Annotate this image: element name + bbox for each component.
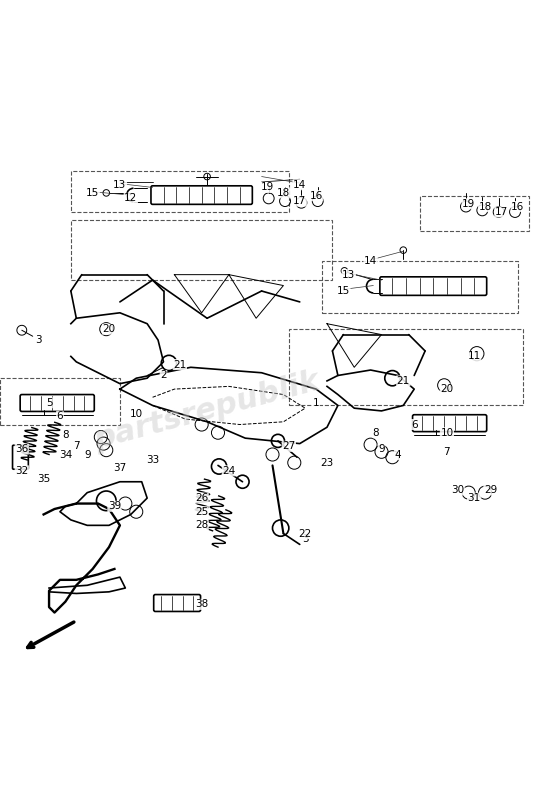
Text: 18: 18 xyxy=(277,188,290,198)
Text: 14: 14 xyxy=(293,180,306,190)
FancyBboxPatch shape xyxy=(380,277,487,295)
Text: 22: 22 xyxy=(299,529,312,538)
Bar xyxy=(71,220,332,280)
Text: 23: 23 xyxy=(320,458,334,468)
Text: 3: 3 xyxy=(35,335,41,345)
Text: 39: 39 xyxy=(108,502,121,511)
Text: 37: 37 xyxy=(113,463,126,473)
Text: 16: 16 xyxy=(511,202,524,211)
Text: 34: 34 xyxy=(59,450,72,459)
Text: 29: 29 xyxy=(484,485,497,495)
FancyBboxPatch shape xyxy=(151,186,252,204)
Text: 13: 13 xyxy=(342,270,355,280)
Text: 17: 17 xyxy=(495,207,508,217)
Text: 9: 9 xyxy=(378,444,385,454)
Text: 15: 15 xyxy=(337,286,350,296)
Text: 16: 16 xyxy=(310,190,323,201)
Text: 26: 26 xyxy=(195,493,208,503)
Text: 33: 33 xyxy=(146,455,159,465)
Text: 18: 18 xyxy=(479,202,492,211)
Text: 10: 10 xyxy=(130,409,143,418)
Text: 2: 2 xyxy=(160,370,167,381)
Text: 9: 9 xyxy=(84,450,90,459)
Text: 15: 15 xyxy=(86,188,99,198)
Text: 8: 8 xyxy=(373,428,379,438)
Text: 25: 25 xyxy=(195,506,208,517)
Text: 32: 32 xyxy=(15,466,28,476)
FancyBboxPatch shape xyxy=(154,594,201,611)
Bar xyxy=(420,196,529,231)
Text: 19: 19 xyxy=(462,198,475,209)
Bar xyxy=(0,378,120,425)
Bar xyxy=(71,171,289,212)
Text: 4: 4 xyxy=(395,450,401,459)
Text: 11: 11 xyxy=(468,351,481,362)
Text: 21: 21 xyxy=(173,359,186,370)
Text: 8: 8 xyxy=(62,430,69,441)
FancyBboxPatch shape xyxy=(413,414,487,432)
Text: 14: 14 xyxy=(364,256,377,266)
Text: 19: 19 xyxy=(261,182,274,193)
Text: 7: 7 xyxy=(73,442,80,451)
FancyBboxPatch shape xyxy=(20,394,94,411)
Text: 20: 20 xyxy=(102,324,116,334)
FancyBboxPatch shape xyxy=(13,446,28,470)
Text: 38: 38 xyxy=(195,599,208,610)
Text: 31: 31 xyxy=(468,493,481,503)
Text: 10: 10 xyxy=(440,428,453,438)
Text: 3: 3 xyxy=(302,534,308,544)
Text: 6: 6 xyxy=(411,419,417,430)
Text: 36: 36 xyxy=(15,444,28,454)
Bar xyxy=(322,261,518,313)
Text: 7: 7 xyxy=(444,446,450,457)
Text: 1: 1 xyxy=(313,398,319,408)
Text: 5: 5 xyxy=(46,398,52,408)
Text: 21: 21 xyxy=(397,376,410,386)
Text: 27: 27 xyxy=(282,442,295,451)
Text: 17: 17 xyxy=(293,196,306,206)
Bar xyxy=(289,329,523,406)
Text: 28: 28 xyxy=(195,520,208,530)
Text: 30: 30 xyxy=(451,485,464,495)
Text: 6: 6 xyxy=(57,411,63,422)
Text: 13: 13 xyxy=(113,180,126,190)
Text: 12: 12 xyxy=(124,194,137,203)
Text: 35: 35 xyxy=(37,474,50,484)
Text: 20: 20 xyxy=(440,384,453,394)
Text: partsrepublik: partsrepublik xyxy=(91,366,323,455)
Text: 24: 24 xyxy=(222,466,235,476)
